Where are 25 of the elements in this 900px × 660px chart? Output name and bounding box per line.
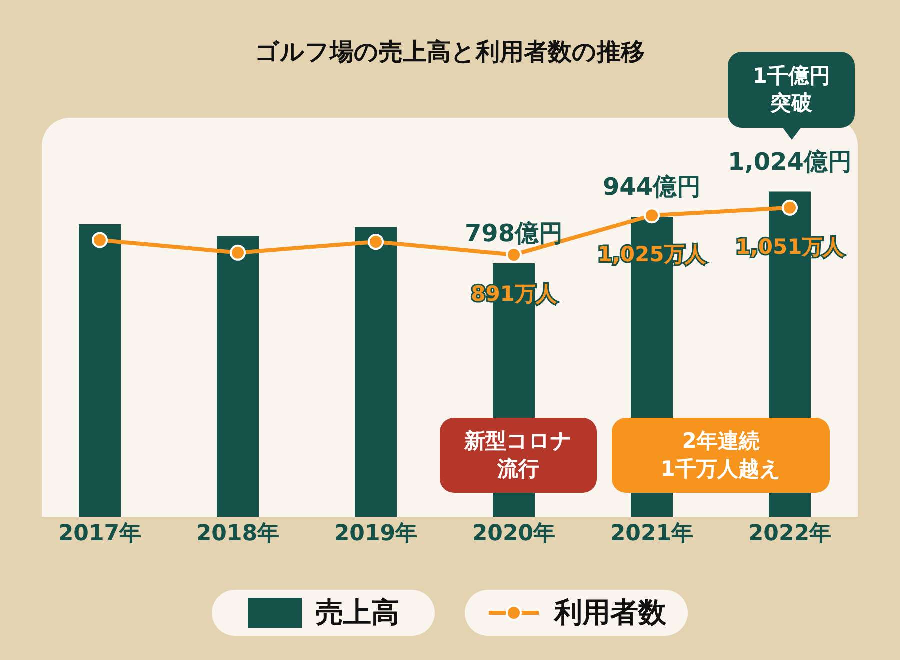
point [368,234,384,250]
bar [79,224,121,517]
x-tick-label: 2022年 [748,522,832,547]
data-label: 944億円 [602,173,702,202]
x-tick-label: 2018年 [196,522,280,547]
annotation: 新型コロナ流行 [464,428,574,482]
point [92,232,108,248]
point [506,246,522,263]
legend-label: 利用者数 [554,595,666,631]
legend-label: 売上高 [316,595,400,631]
annotation: 2年連続 [681,428,761,455]
data-label: 1,024億円 [728,148,852,176]
x-tick-label: 2020年 [472,522,556,547]
data-label: 798億円 [464,220,564,248]
point [230,244,246,261]
x-tick-label: 2017年 [58,522,142,547]
annotation: 1千万人越え [660,456,782,483]
x-tick-label: 2019年 [334,522,418,547]
point [782,200,798,216]
x-tick-label: 2021年 [610,522,694,547]
bar [355,227,397,517]
bar [217,236,259,517]
point [644,208,660,224]
text: 1千億円突破 [752,62,832,117]
chart-title: ゴルフ場の売上高と利用者数の推移 [255,38,645,66]
